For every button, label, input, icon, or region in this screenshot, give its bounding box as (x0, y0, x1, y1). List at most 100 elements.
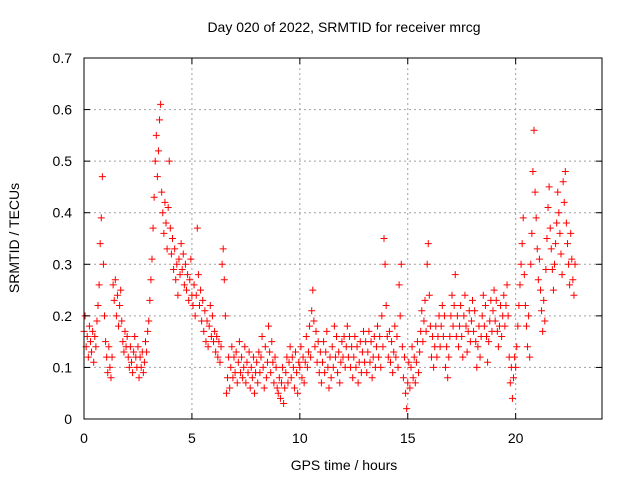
data-point (311, 343, 319, 351)
data-point (211, 327, 219, 335)
data-point (108, 353, 116, 361)
data-point (162, 219, 170, 227)
data-point (265, 322, 273, 330)
data-point (376, 332, 384, 340)
data-point (449, 322, 457, 330)
data-point (246, 384, 254, 392)
y-tick-labels: 0 0.1 0.2 0.3 0.4 0.5 0.6 0.7 (53, 50, 73, 427)
data-point (350, 353, 358, 361)
data-point (147, 276, 155, 284)
data-point (395, 281, 403, 289)
data-point (221, 312, 229, 320)
y-axis-label: SRMTID / TECUs (6, 183, 22, 293)
data-point (506, 379, 514, 387)
data-point (552, 240, 560, 248)
data-point (176, 271, 184, 279)
data-point (248, 374, 256, 382)
data-point (333, 332, 341, 340)
data-point (563, 240, 571, 248)
data-point (484, 358, 492, 366)
data-point (163, 245, 171, 253)
data-point (444, 374, 452, 382)
data-point (118, 317, 126, 325)
data-point (372, 343, 380, 351)
data-point (480, 322, 488, 330)
data-point (447, 312, 455, 320)
data-point (241, 343, 249, 351)
data-point (288, 353, 296, 361)
data-point (474, 343, 482, 351)
data-point (285, 358, 293, 366)
data-point (86, 338, 94, 346)
data-point (275, 374, 283, 382)
data-point (238, 353, 246, 361)
data-point (257, 353, 265, 361)
data-point (381, 260, 389, 268)
data-point (403, 405, 411, 413)
data-point (187, 255, 195, 263)
data-point (473, 363, 481, 371)
x-tick-label: 20 (508, 430, 524, 446)
x-tick-label: 0 (80, 430, 88, 446)
data-point (228, 343, 236, 351)
data-point (518, 240, 526, 248)
data-point (558, 271, 566, 279)
data-point (175, 255, 183, 263)
y-tick-label: 0.4 (53, 205, 73, 221)
data-point (422, 327, 430, 335)
data-point (222, 389, 230, 397)
y-tick-label: 0.2 (53, 308, 73, 324)
data-point (284, 379, 292, 387)
data-point (107, 374, 115, 382)
x-axis-label: GPS time / hours (291, 457, 398, 473)
data-point (390, 348, 398, 356)
data-point (97, 214, 105, 222)
data-point (469, 296, 476, 304)
data-point (96, 240, 104, 248)
data-point (98, 173, 106, 181)
data-point (308, 307, 316, 315)
data-point (298, 374, 306, 382)
data-point (205, 322, 213, 330)
data-point (437, 322, 445, 330)
data-point (292, 348, 300, 356)
data-point (174, 291, 182, 299)
data-point (334, 369, 342, 377)
data-point (234, 358, 242, 366)
data-point (142, 338, 150, 346)
data-point (386, 358, 394, 366)
data-point (515, 302, 523, 310)
data-point (203, 317, 211, 325)
data-point (448, 291, 456, 299)
axis-ticks (83, 57, 602, 420)
data-point (99, 260, 107, 268)
data-point (517, 260, 525, 268)
data-point (549, 286, 557, 294)
data-point (364, 348, 372, 356)
data-point (562, 219, 570, 227)
data-point (139, 369, 147, 377)
data-point (421, 296, 429, 304)
data-point (136, 353, 144, 361)
data-point (269, 358, 277, 366)
data-point (398, 343, 406, 351)
data-point (479, 291, 487, 299)
data-point (160, 229, 168, 237)
data-point (544, 204, 552, 212)
data-point (416, 348, 424, 356)
data-point (519, 214, 527, 222)
x-tick-label: 15 (400, 430, 416, 446)
data-point (312, 327, 320, 335)
data-point (556, 229, 564, 237)
data-point (260, 384, 268, 392)
data-point (202, 338, 210, 346)
data-point (189, 302, 197, 310)
data-point (266, 348, 274, 356)
data-point (93, 317, 101, 325)
plot-frame (83, 57, 603, 420)
data-point (102, 338, 110, 346)
data-point (152, 131, 160, 139)
data-point (220, 276, 228, 284)
data-point (366, 358, 374, 366)
